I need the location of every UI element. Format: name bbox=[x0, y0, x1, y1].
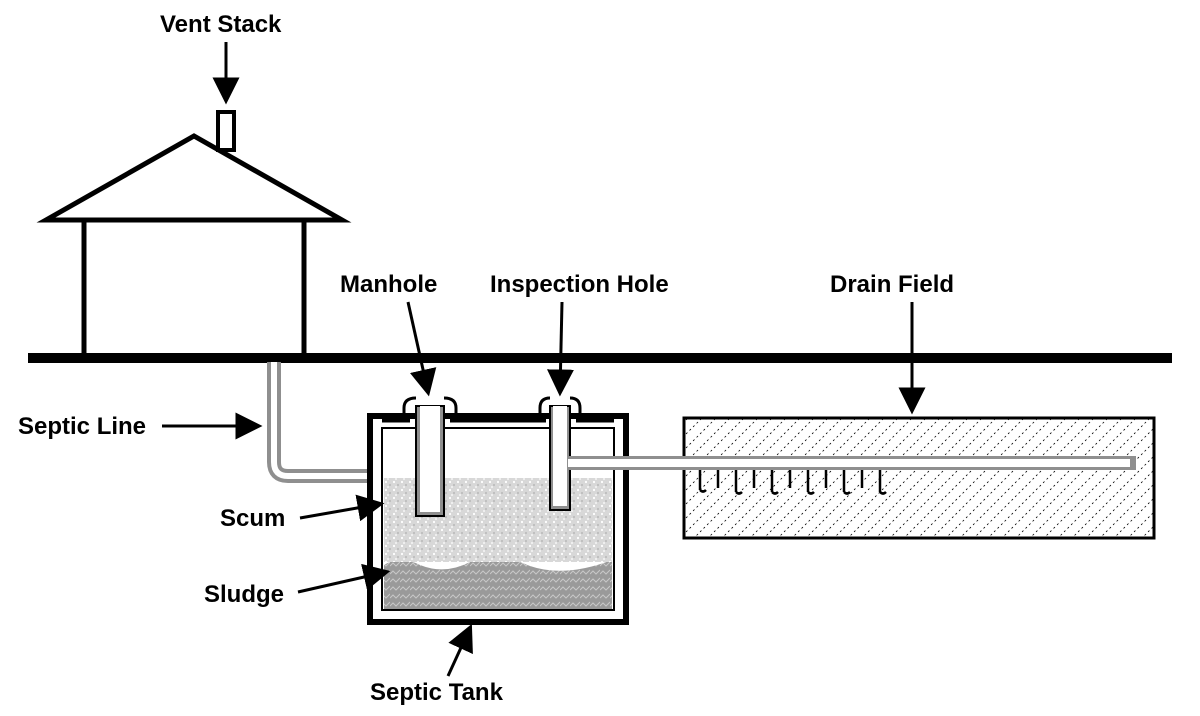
ground-line bbox=[28, 353, 1172, 363]
arrow-septic-tank bbox=[448, 628, 470, 676]
vent-stack bbox=[218, 112, 234, 150]
outlet-pipe bbox=[568, 456, 1136, 470]
label-scum: Scum bbox=[220, 505, 285, 532]
septic-system-diagram: Vent Stack Manhole Inspection Hole Drain… bbox=[0, 0, 1200, 716]
label-drain-field: Drain Field bbox=[830, 271, 954, 298]
label-vent-stack: Vent Stack bbox=[160, 11, 282, 38]
septic-line-pipe bbox=[274, 362, 382, 478]
label-septic-line: Septic Line bbox=[18, 413, 146, 440]
label-inspection-hole: Inspection Hole bbox=[490, 271, 669, 298]
septic-tank bbox=[370, 416, 626, 622]
label-sludge: Sludge bbox=[204, 581, 284, 608]
arrow-inspection-hole bbox=[560, 302, 562, 392]
label-septic-tank: Septic Tank bbox=[370, 679, 504, 706]
arrow-manhole bbox=[408, 302, 428, 392]
label-manhole: Manhole bbox=[340, 271, 437, 298]
house bbox=[46, 136, 342, 354]
